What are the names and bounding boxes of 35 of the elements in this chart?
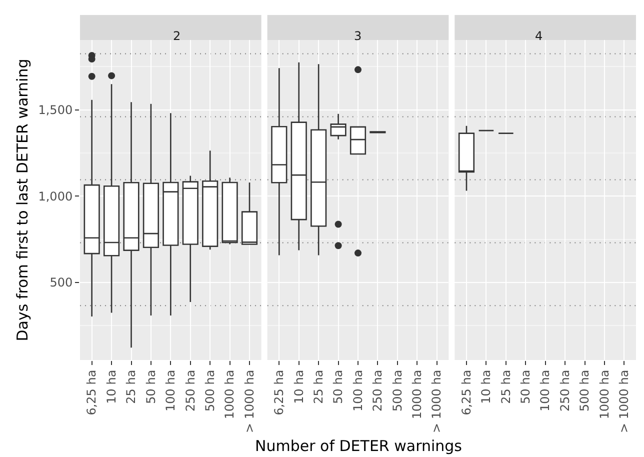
chart-title: 3 xyxy=(354,29,362,43)
x-tick-label: 1000 ha xyxy=(222,370,237,420)
x-axis-title: Number of DETER warnings xyxy=(255,437,462,455)
x-tick-label: 250 ha xyxy=(183,370,198,412)
x-tick-label: 25 ha xyxy=(311,370,326,404)
x-tick-label: 100 ha xyxy=(164,370,178,412)
y-tick-label: 500 xyxy=(50,276,73,290)
x-tick-label: 50 ha xyxy=(518,370,533,404)
x-tick-label: 250 ha xyxy=(558,370,572,412)
x-tick-label: 50 ha xyxy=(331,370,346,404)
x-tick-label: > 1000 ha xyxy=(617,370,632,433)
x-tick-label: 250 ha xyxy=(370,370,385,412)
chart-title: 2 xyxy=(173,29,181,43)
x-tick-label: 10 ha xyxy=(104,370,118,404)
x-tick-label: 1000 ha xyxy=(410,370,424,420)
x-tick-label: 6,25 ha xyxy=(459,370,474,416)
x-tick-label: 100 ha xyxy=(350,370,365,412)
x-tick-label: 25 ha xyxy=(498,370,513,404)
x-tick-label: 6,25 ha xyxy=(272,370,286,416)
x-tick-label: 10 ha xyxy=(292,370,306,404)
x-tick-label: > 1000 ha xyxy=(242,370,256,433)
chart-title: 4 xyxy=(535,29,543,43)
y-tick-label: 1,500 xyxy=(38,103,73,118)
y-tick-label: 1,000 xyxy=(38,189,73,204)
y-axis-title: Days from first to last DETER warning xyxy=(13,58,32,342)
x-tick-label: 500 ha xyxy=(390,370,404,412)
x-tick-label: 10 ha xyxy=(479,370,494,404)
x-tick-label: 25 ha xyxy=(124,370,138,404)
x-tick-label: 500 ha xyxy=(202,370,217,412)
x-tick-label: 6,25 ha xyxy=(84,370,99,416)
x-tick-label: 1000 ha xyxy=(597,370,612,420)
x-tick-label: 500 ha xyxy=(578,370,592,412)
x-tick-label: 50 ha xyxy=(144,370,158,404)
x-tick-label: 100 ha xyxy=(538,370,552,412)
x-tick-label: > 1000 ha xyxy=(430,370,444,433)
